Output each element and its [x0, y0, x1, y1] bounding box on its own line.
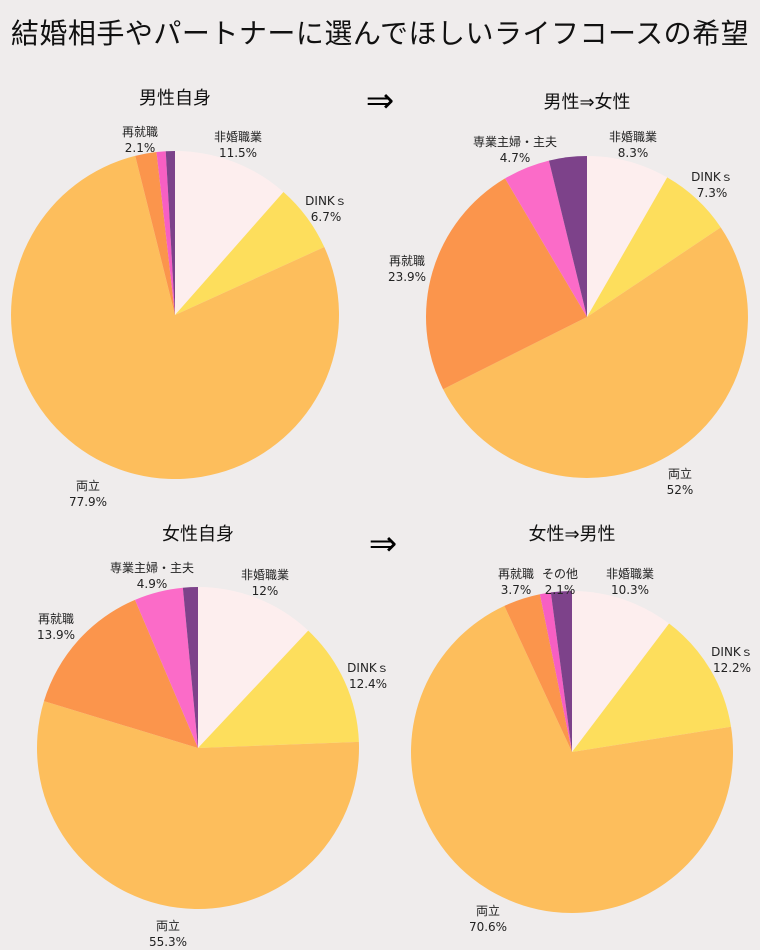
slice-label: その他 2.1%: [542, 567, 578, 597]
slice-label: 専業主婦・主夫 4.7%: [473, 134, 557, 165]
pie-slice-DINKｓ: [572, 623, 732, 752]
slice-label: 再就職 3.7%: [498, 567, 534, 597]
pie-slice-再就職: [425, 178, 587, 390]
pie-slice-専業主婦・主夫: [505, 160, 587, 317]
slice-label: DINKｓ 7.3%: [691, 170, 733, 200]
pie-slice-DINKｓ: [587, 177, 721, 317]
chart-main-title: 結婚相手やパートナーに選んでほしいライフコースの希望: [10, 17, 750, 50]
pie-title: 男性自身: [139, 88, 211, 109]
pie-slice-再就職: [504, 594, 572, 752]
pie-slice-DINKｓ: [175, 191, 325, 315]
arrow-bottom: ⇒: [369, 524, 398, 564]
slice-label: 再就職 23.9%: [388, 254, 426, 284]
arrow-top: ⇒: [366, 81, 395, 121]
pie-slice-専業主婦・主夫: [134, 587, 198, 748]
slice-label: DINKｓ 6.7%: [305, 194, 347, 224]
pie-slice-非婚職業: [175, 150, 284, 315]
slice-label: 両立 55.3%: [149, 918, 187, 949]
pie-title: 女性自身: [162, 524, 234, 545]
pie-slice-非婚職業: [198, 587, 309, 748]
slice-label: 両立 77.9%: [69, 478, 107, 509]
pie-slice-両立: [443, 227, 748, 478]
pie-slice-両立: [411, 605, 734, 914]
pie-slice-再就職: [135, 152, 175, 315]
slice-label: 再就職 2.1%: [122, 125, 158, 155]
pie-slice-非婚職業: [587, 156, 668, 317]
slice-label: 非婚職業 11.5%: [214, 130, 262, 160]
pie-slice-両立: [37, 701, 360, 909]
slice-label: 両立 52%: [667, 466, 694, 497]
slice-label: 専業主婦・主夫 4.9%: [110, 560, 194, 591]
slice-label: DINKｓ 12.4%: [347, 661, 389, 691]
pie-slice-unlabeled: [182, 587, 198, 748]
pie-title: 女性⇒男性: [528, 524, 615, 545]
pie-title: 男性⇒女性: [543, 92, 630, 113]
slice-label: 非婚職業 10.3%: [606, 567, 654, 597]
slice-label: 再就職 13.9%: [37, 612, 75, 642]
pie-slice-unlabeled: [548, 156, 587, 317]
pie-slice-unlabeled: [539, 592, 572, 752]
pie-slice-両立: [11, 155, 340, 479]
slice-label: DINKｓ 12.2%: [711, 645, 753, 675]
pie-slice-unlabeled: [156, 151, 175, 315]
pie-slice-非婚職業: [572, 591, 670, 752]
pie-slice-その他: [550, 591, 572, 752]
slice-label: 非婚職業 8.3%: [609, 130, 657, 160]
slice-label: 両立 70.6%: [469, 903, 507, 934]
pie-slice-再就職: [43, 599, 198, 748]
pie-slice-unlabeled: [165, 151, 175, 315]
pie-slice-DINKｓ: [198, 630, 359, 748]
slice-label: 非婚職業 12%: [241, 568, 289, 598]
